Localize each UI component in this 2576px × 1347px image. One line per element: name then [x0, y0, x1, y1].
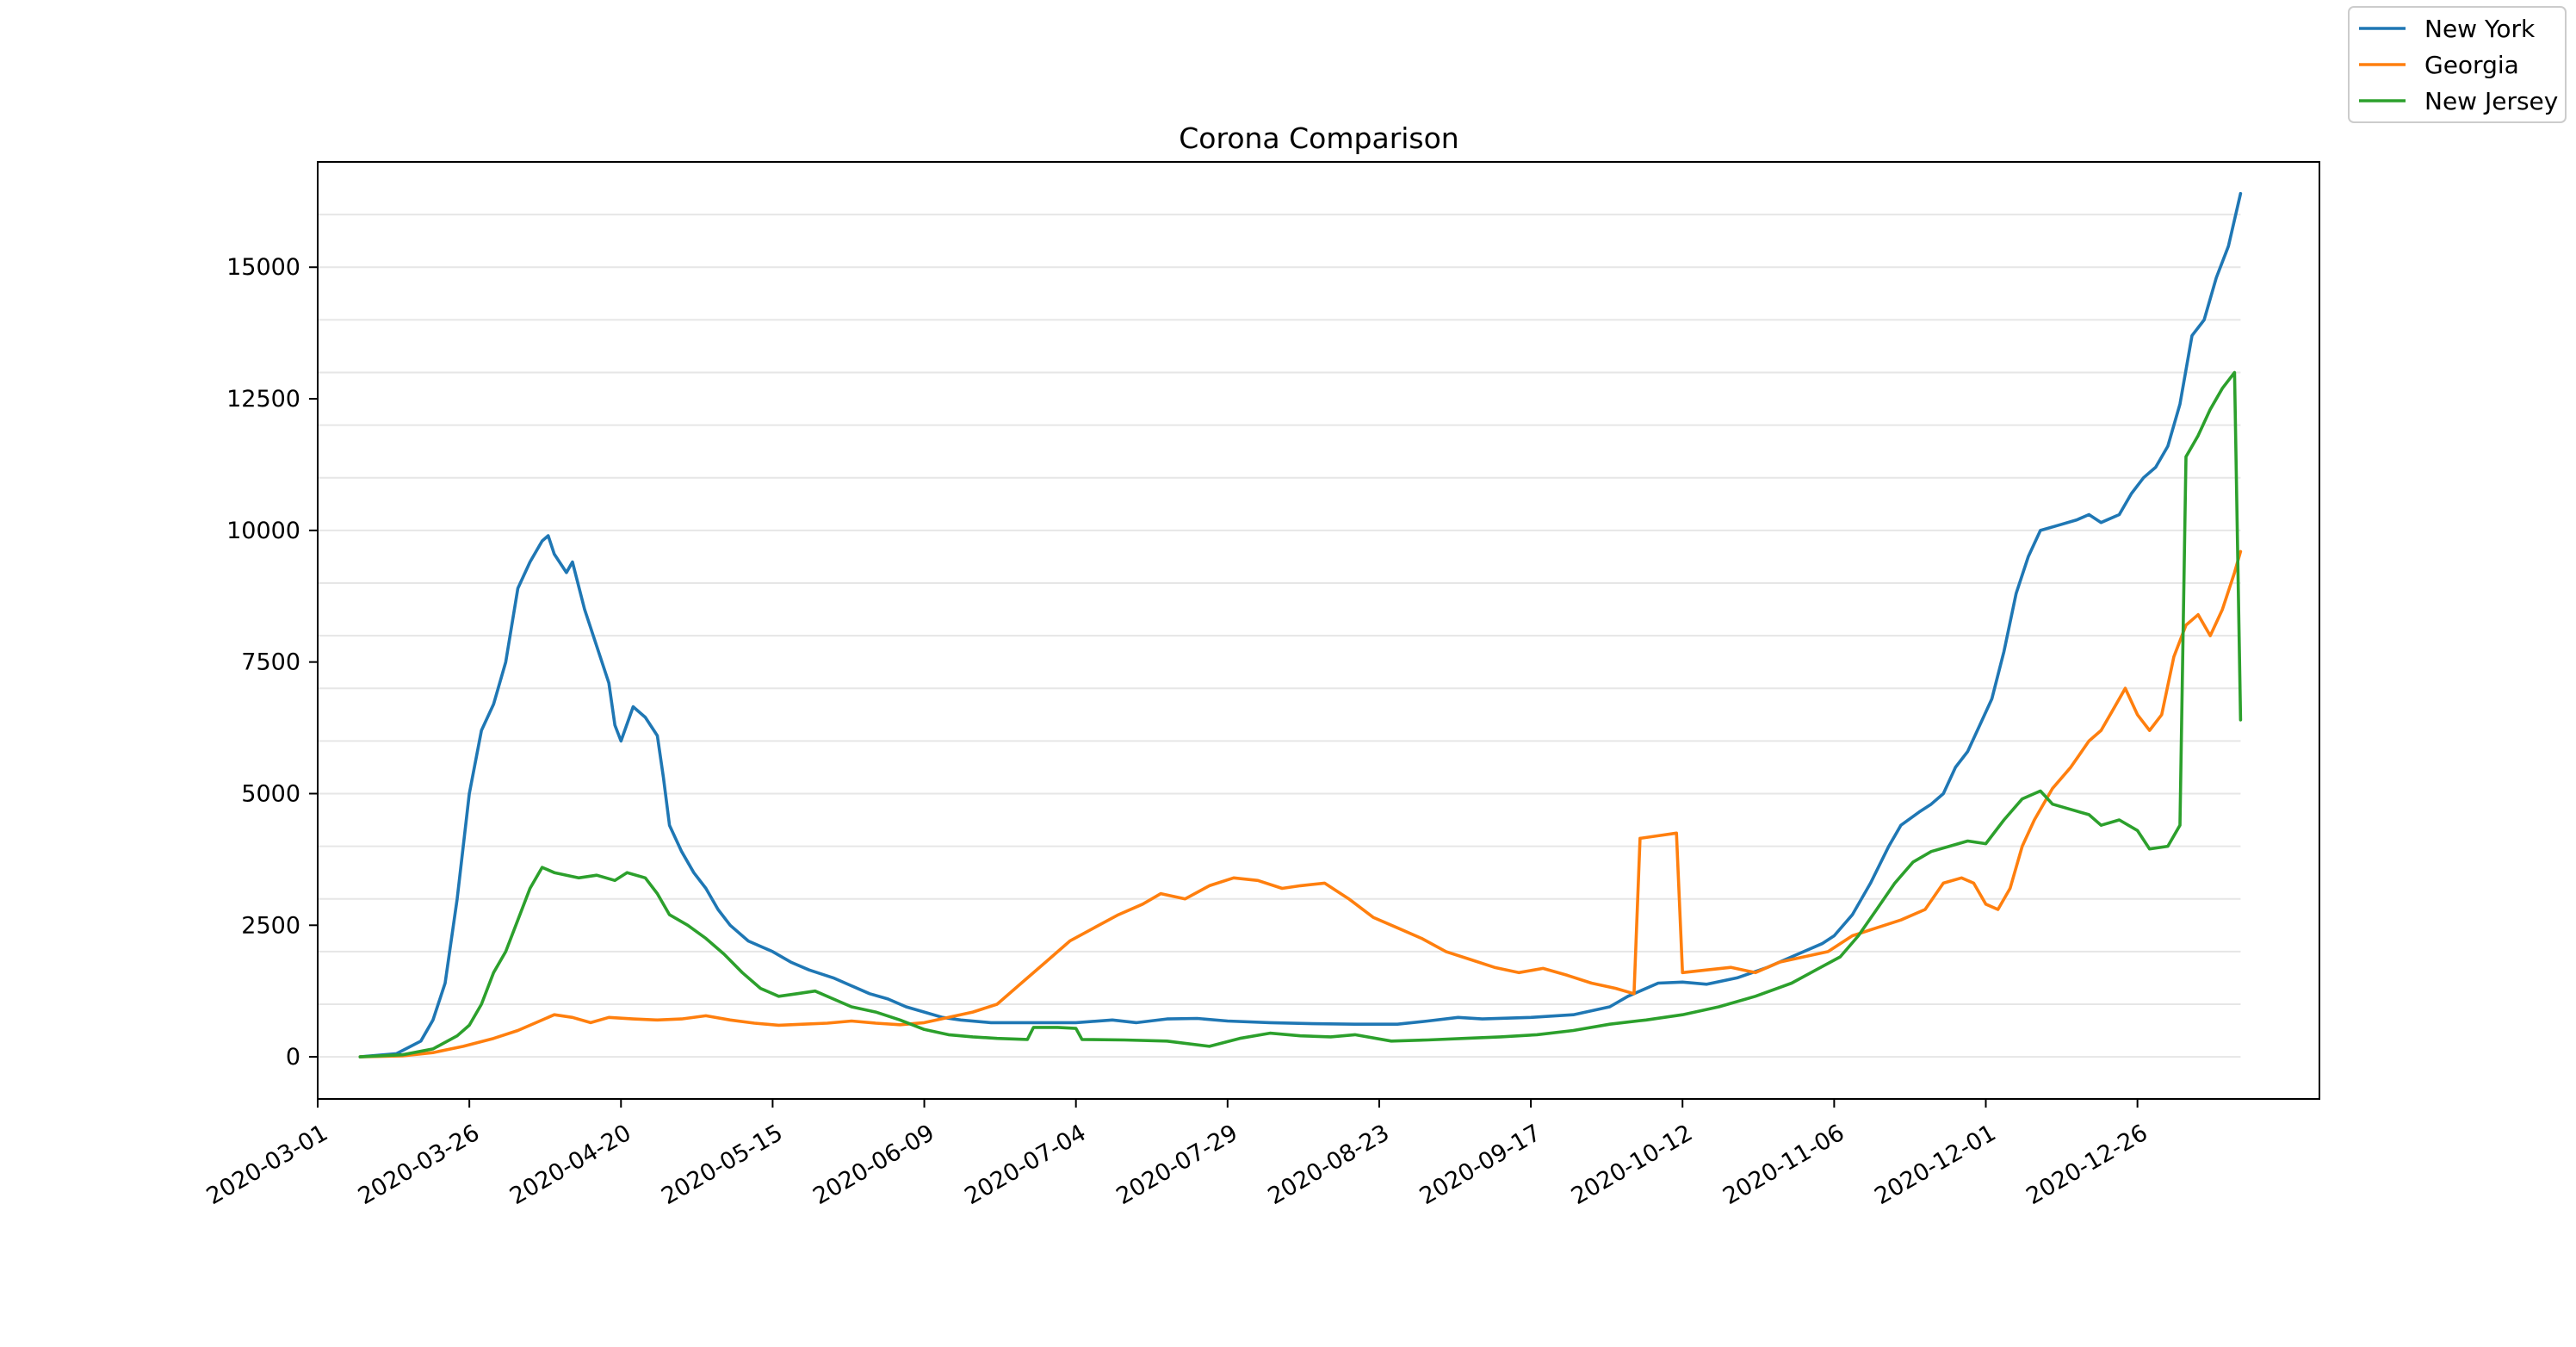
y-tick-label: 12500 [226, 386, 300, 413]
series-lines [358, 191, 2243, 1058]
y-tick-label: 7500 [241, 649, 300, 676]
axes-frame [317, 161, 2320, 1100]
series-line-new-york [358, 191, 2243, 1058]
legend-label-georgia: Georgia [2424, 51, 2519, 79]
series-line-new-jersey [358, 370, 2243, 1058]
legend-label-new-york: New York [2424, 15, 2536, 43]
y-tick-label: 10000 [226, 518, 300, 544]
y-tick-label: 0 [286, 1044, 300, 1071]
legend-box [2348, 6, 2567, 123]
y-axis: 0 2500 5000 7500 10000 12500 15000 [226, 254, 318, 1071]
legend: New York Georgia New Jersey [2348, 6, 2567, 123]
y-tick-label: 15000 [226, 254, 300, 281]
series-line-georgia [358, 549, 2243, 1058]
y-tick-label: 2500 [241, 912, 300, 939]
y-tick-label: 5000 [241, 780, 300, 807]
chart-title: Corona Comparison [1179, 121, 1458, 155]
legend-label-new-jersey: New Jersey [2424, 87, 2558, 115]
